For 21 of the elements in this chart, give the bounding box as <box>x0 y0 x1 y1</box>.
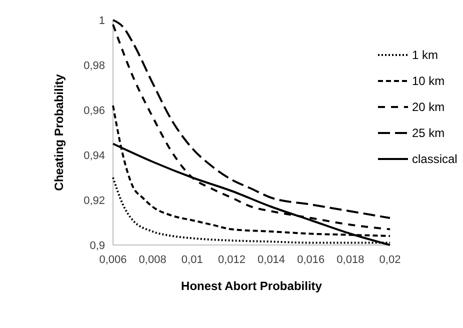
y-tick-label: 0,92 <box>84 194 105 207</box>
x-tick-label: 0,016 <box>297 254 325 266</box>
x-tick-label: 0,008 <box>138 254 166 266</box>
x-tick-label: 0,014 <box>258 254 286 266</box>
y-axis-title: Cheating Probability <box>52 74 66 191</box>
y-tick-label: 0,9 <box>90 240 105 252</box>
y-tick-label: 0,96 <box>84 104 105 117</box>
x-tick-label: 0,01 <box>181 254 203 266</box>
x-tick-label: 0,006 <box>99 254 127 266</box>
y-tick-label: 0,94 <box>84 150 105 162</box>
x-tick-label: 0,02 <box>379 254 401 266</box>
legend-label: 1 km <box>412 48 438 62</box>
x-tick-label: 0,018 <box>336 254 364 266</box>
x-tick-label: 0,012 <box>218 254 246 266</box>
y-tick-label: 1 <box>98 14 105 27</box>
legend-label: 25 km <box>412 126 445 140</box>
y-tick-label: 0,98 <box>84 60 105 72</box>
legend-label: classical <box>412 152 458 166</box>
x-axis-title: Honest Abort Probability <box>181 279 322 293</box>
legend-label: 20 km <box>412 100 445 114</box>
legend-label: 10 km <box>412 74 445 88</box>
